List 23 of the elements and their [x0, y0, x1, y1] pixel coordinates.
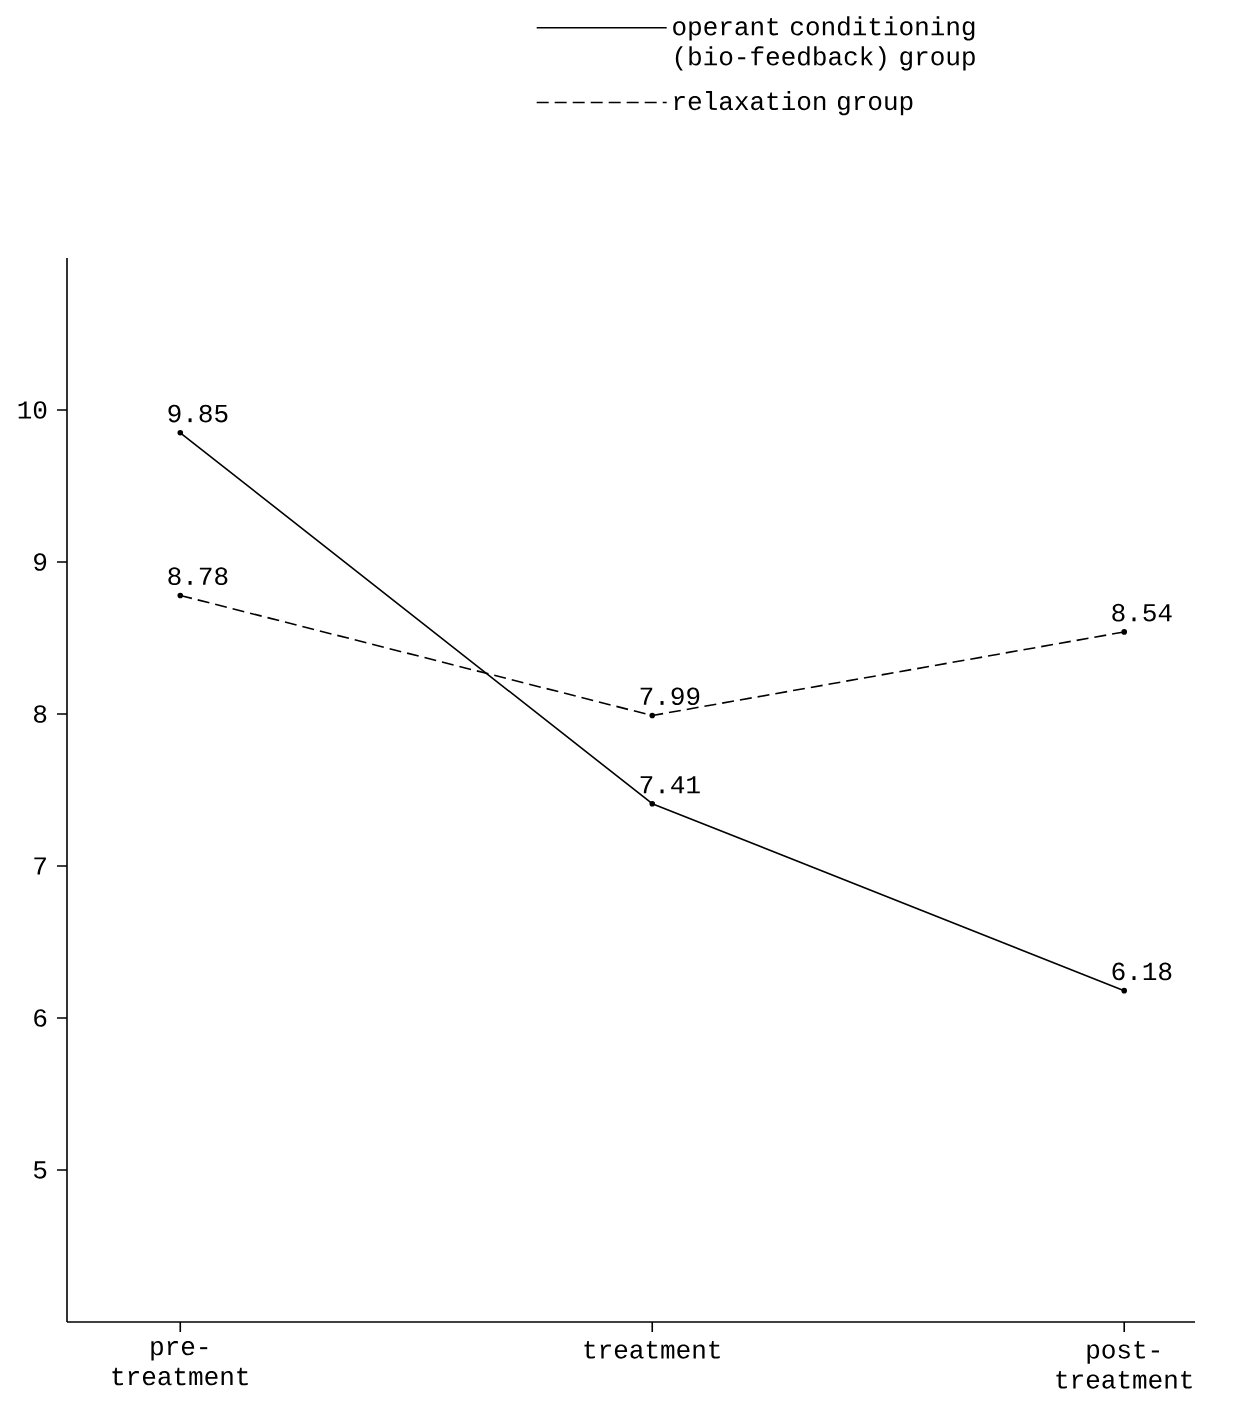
y-tick-label: 5	[33, 1161, 47, 1179]
legend-label: relaxation group	[674, 91, 913, 116]
y-tick-label: 8	[34, 705, 47, 723]
y-tick-label: 9	[34, 553, 47, 571]
point	[1121, 629, 1128, 635]
point	[1121, 987, 1128, 994]
point	[177, 592, 184, 599]
data-label: 7.99	[640, 687, 700, 706]
data-label: 8.78	[168, 567, 228, 586]
x-tick-label: pre-treatment	[112, 1341, 248, 1386]
data-label: 9.85	[168, 404, 228, 423]
y-tick-label: 10	[18, 401, 47, 419]
point	[649, 712, 656, 719]
data-label: 7.41	[640, 776, 700, 794]
data-label: 8.54	[1112, 603, 1172, 622]
x-tick-label: post-treatment	[1056, 1341, 1192, 1389]
y-tick-label: 6	[34, 1009, 47, 1027]
data-label: 6.18	[1112, 962, 1172, 981]
y-tick-label: 7	[34, 857, 46, 875]
point	[649, 800, 656, 807]
point	[177, 429, 184, 436]
x-tick-label: treatment	[584, 1341, 720, 1359]
legend-label: operant conditioning (bio-feedback) group	[673, 16, 975, 71]
